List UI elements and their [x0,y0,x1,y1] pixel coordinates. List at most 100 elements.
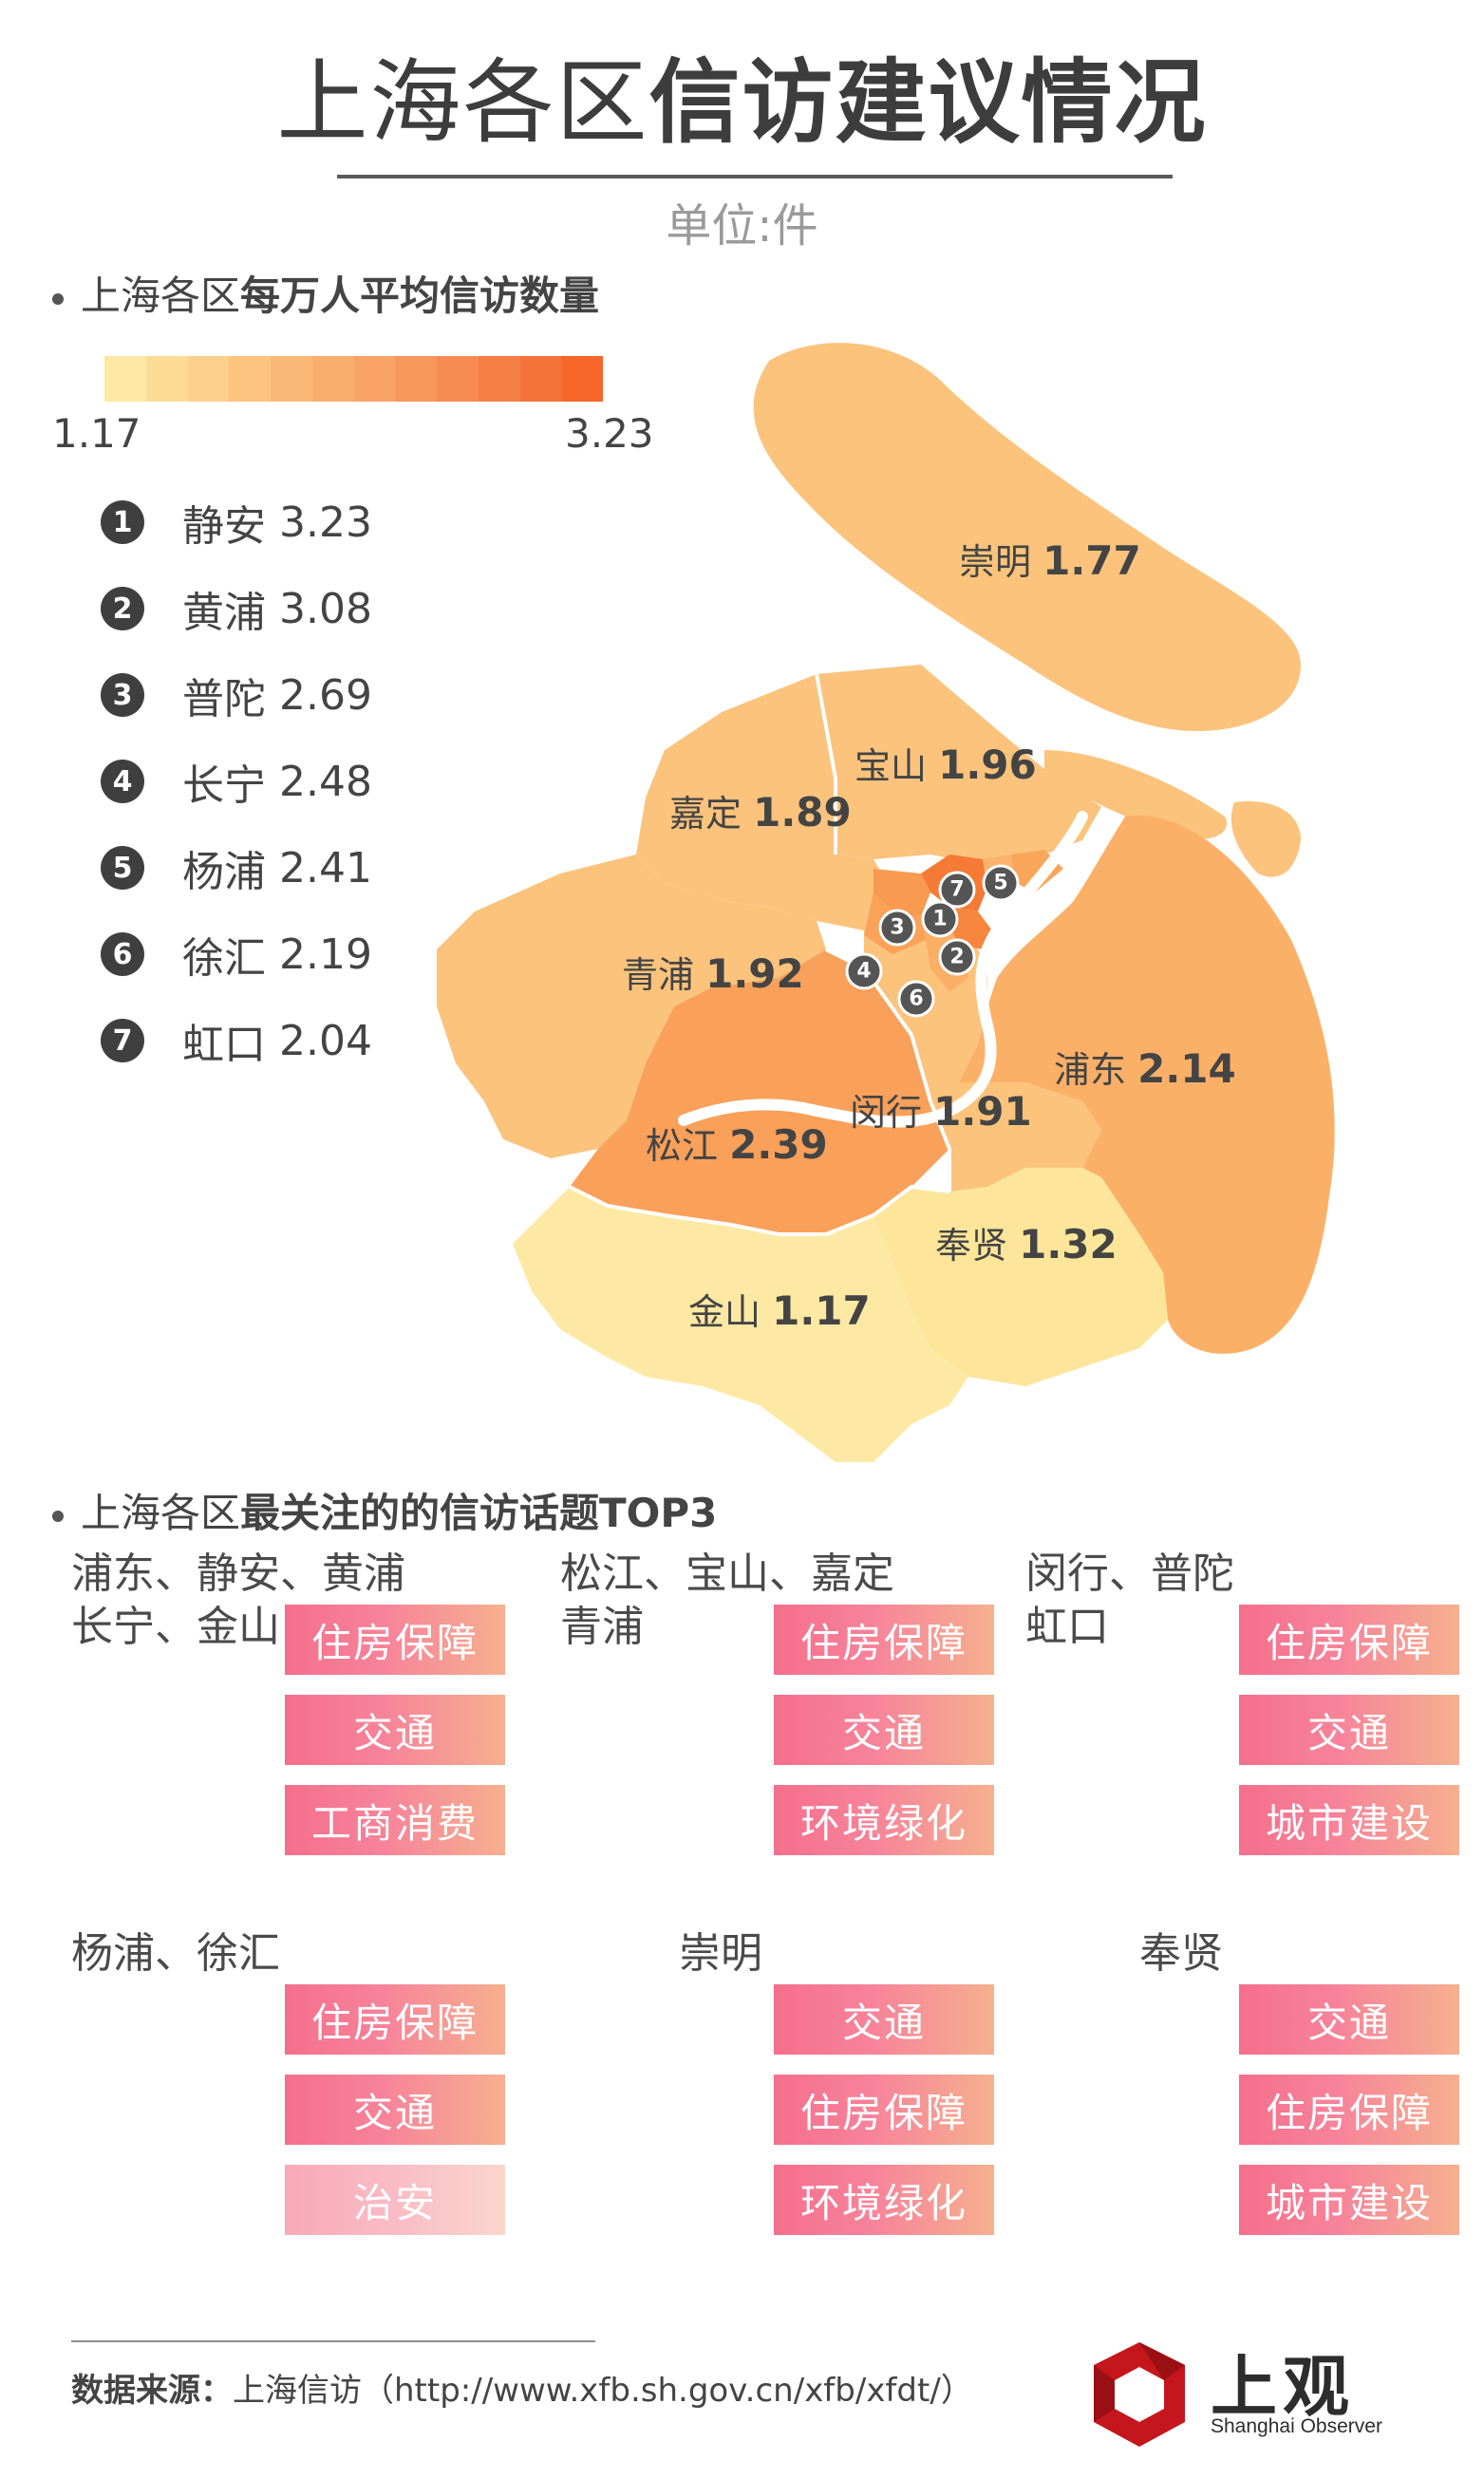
topic-group-districts: 闵行、普陀 虹口 [1025,1549,1234,1651]
legend-swatch [229,356,271,402]
topic-tag: 城市建设 [1239,2165,1459,2235]
data-source: 数据来源：上海信访（http://www.xfb.sh.gov.cn/xfb/x… [71,2364,973,2411]
district-minhang [864,892,1101,1192]
legend-swatch [437,356,479,402]
legend-swatch [271,356,312,402]
district-chongming [753,343,1301,731]
huangpu-river [678,811,1088,1128]
legend-max: 3.23 [565,410,654,457]
rank-district-name: 长宁 [182,761,266,810]
map-rank-badge: 1 [921,900,959,938]
map-district-label: 金山 1.17 [688,1287,871,1334]
legend-swatch [561,356,603,402]
ranking-item: 7 虹口 2.04 [101,1012,499,1069]
unit-label: 单位:件 [666,199,818,253]
brand-logo: 上观 Shanghai Observer [1082,2334,1424,2457]
brand-name: 上观 [1211,2347,1355,2426]
map-district-label: 嘉定 1.89 [669,789,852,836]
district-putuo [873,869,930,916]
ranking-item: 2 黄浦 3.08 [101,580,499,637]
topic-tag: 交通 [285,1695,505,1765]
topic-group-districts: 松江、宝山、嘉定 青浦 [560,1549,894,1651]
ranking-item: 6 徐汇 2.19 [101,926,499,983]
source-label: 数据来源： [71,2372,233,2410]
rank-district-name: 普陀 [182,675,266,723]
page-title: 上海各区信访建议情况 [0,46,1484,160]
legend-swatch [395,356,437,402]
map-district-label: 松江 2.39 [646,1121,828,1168]
district-pudong [959,815,1335,1354]
ranking-item: 1 静安 3.23 [101,494,499,551]
rank-value: 2.69 [279,670,372,720]
topic-group: 松江、宝山、嘉定 青浦 住房保障交通环境绿化 [560,1548,1006,1908]
map-rank-badge: 2 [938,938,976,976]
section-heading-topics: 上海各区最关注的的信访话题TOP3 [52,1481,717,1539]
topic-group: 杨浦、徐汇 住房保障交通治安 [71,1927,517,2288]
topic-tag: 住房保障 [774,2075,994,2145]
topic-group-districts: 杨浦、徐汇 [71,1929,280,1978]
topic-tag: 交通 [1239,1695,1459,1765]
svg-text:4: 4 [856,960,871,984]
district-baoshan [817,665,1101,873]
title-light: 上海各区 [276,49,649,156]
island-hengsha [1230,801,1301,877]
bullet-icon [52,292,64,305]
topic-group-districts: 浦东、静安、黄浦 长宁、金山 [71,1549,405,1651]
rank-value: 3.08 [279,584,372,633]
section-heading-light: 上海各区 [81,272,241,319]
topic-tag: 住房保障 [1239,2075,1459,2145]
map-district-label: 宝山 1.96 [855,742,1037,788]
topic-tag: 环境绿化 [774,1785,994,1855]
logo-icon [1094,2342,1185,2447]
legend-swatch [478,356,520,402]
rank-number-icon: 2 [101,587,144,630]
topic-tag: 城市建设 [1239,1785,1459,1855]
map-rank-badge: 7 [938,871,976,909]
topic-tag: 住房保障 [285,1984,505,2055]
map-district-label: 浦东 2.14 [1054,1045,1236,1092]
title-bold: 信访建议情况 [648,49,1208,156]
rank-number-icon: 5 [101,846,144,890]
rank-number-icon: 4 [101,760,144,803]
island-changxing [1044,750,1227,839]
legend-swatch [145,356,188,402]
ranking-item: 4 长宁 2.48 [101,753,499,810]
topic-tag: 治安 [285,2165,505,2235]
rank-value: 2.48 [279,757,372,806]
svg-text:5: 5 [993,872,1007,895]
rank-value: 3.23 [279,498,372,547]
topic-tag: 工商消费 [285,1785,505,1855]
map-district-label: 奉贤 1.32 [935,1221,1118,1268]
rank-number-icon: 6 [101,932,144,976]
topic-tag: 环境绿化 [774,2165,994,2235]
section-heading-light: 上海各区 [81,1490,241,1536]
section-heading-average: 上海各区每万人平均信访数量 [52,264,599,322]
legend-swatch [353,356,396,402]
rank-number-icon: 7 [101,1019,144,1062]
topic-tag: 交通 [285,2075,505,2145]
topic-group: 浦东、静安、黄浦 长宁、金山 住房保障 交通 工商消费 [71,1548,517,1908]
map-rank-badge: 6 [897,980,935,1018]
map-district-label: 崇明 1.77 [959,537,1141,584]
svg-text:1: 1 [932,908,947,931]
svg-text:7: 7 [949,878,964,902]
topic-tag: 住房保障 [774,1605,994,1675]
legend-min: 1.17 [52,410,141,457]
topic-group: 崇明 交通 住房保障 环境绿化 [560,1927,1006,2288]
rank-value: 2.41 [279,843,372,892]
section-heading-bold: 最关注的的信访话题TOP3 [240,1490,718,1536]
rank-district-name: 杨浦 [182,848,266,896]
brand-subtitle: Shanghai Observer [1211,2415,1382,2437]
legend-swatch [311,356,354,402]
section-heading-bold: 每万人平均信访数量 [240,272,600,319]
map-district-label: 闵行 1.91 [850,1088,1032,1135]
topic-tag: 交通 [1239,1984,1459,2055]
map-district-label: 青浦 1.92 [622,950,804,997]
rank-value: 2.19 [279,930,372,979]
legend-swatch [104,356,146,402]
rank-district-name: 徐汇 [182,934,266,983]
ranking-item: 5 杨浦 2.41 [101,839,499,896]
topic-tag: 交通 [774,1695,994,1765]
map-rank-badge: 3 [878,909,916,947]
